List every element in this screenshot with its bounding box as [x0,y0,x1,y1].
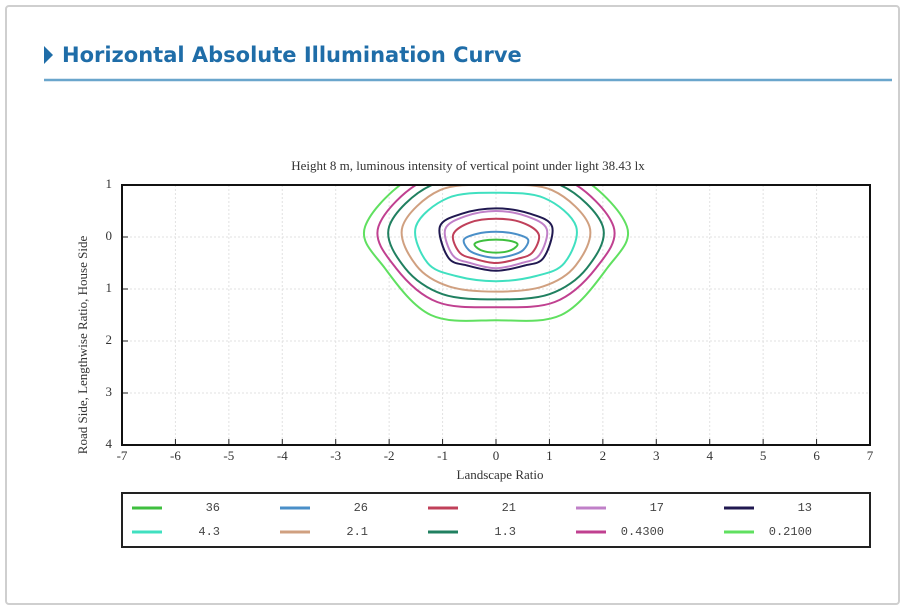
isolux-line [438,207,554,272]
x-tick-label: 6 [813,448,820,463]
contours [362,185,630,322]
x-tick-label: 7 [867,448,874,463]
x-tick-label: 0 [493,448,500,463]
x-tick-label: 3 [653,448,660,463]
y-tick-label: 0 [106,228,113,243]
legend-label: 36 [206,501,220,515]
legend-label: 0.2100 [769,525,812,539]
legend-label: 2.1 [346,525,368,539]
chart-title: Height 8 m, luminous intensity of vertic… [291,158,645,173]
y-tick-label: 3 [106,384,113,399]
isolux-line [362,185,630,322]
y-tick-label: 4 [106,436,113,451]
legend-label: 17 [650,501,664,515]
isolux-line [443,209,549,270]
x-tick-label: -5 [223,448,234,463]
y-tick-label: 1 [106,280,113,295]
isolux-line [387,185,605,301]
legend-label: 13 [798,501,812,515]
legend-label: 21 [502,501,516,515]
x-tick-label: 2 [600,448,607,463]
x-tick-label: -6 [170,448,181,463]
plot-frame [121,184,871,446]
legend-label: 1.3 [494,525,516,539]
isolux-line [462,230,530,259]
x-tick-label: 5 [760,448,767,463]
isolux-line [376,185,616,309]
legend-label: 4.3 [198,525,220,539]
y-tick-label: 1 [106,176,113,191]
x-tick-label: 1 [546,448,553,463]
x-tick-label: -2 [384,448,395,463]
x-tick-label: -1 [437,448,448,463]
header-arrow [44,46,53,64]
isolux-line [414,191,578,283]
x-tick-label: -7 [117,448,128,463]
isolux-line [473,238,519,254]
y-tick-label: 2 [106,332,113,347]
y-axis-label: Road Side, Lengthwise Ratio, House Side [75,236,90,455]
isolux-line [400,185,592,293]
x-axis-label: Landscape Ratio [457,467,544,482]
legend-label: 0.4300 [621,525,664,539]
isolux-line [451,217,541,265]
x-tick-label: -4 [277,448,288,463]
x-tick-label: -3 [330,448,341,463]
legend-box [121,492,871,548]
x-tick-label: 4 [706,448,713,463]
legend-label: 26 [354,501,368,515]
header-title: Horizontal Absolute Illumination Curve [62,43,522,67]
